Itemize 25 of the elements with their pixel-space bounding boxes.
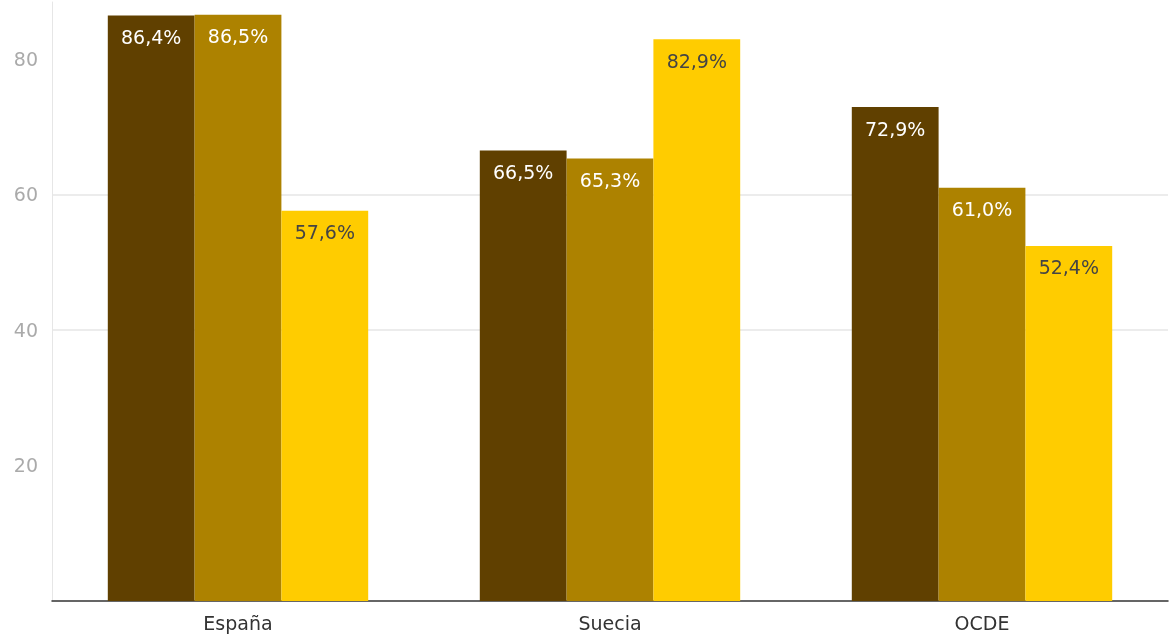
y-tick-label: 20 bbox=[13, 454, 38, 477]
bar bbox=[851, 107, 939, 601]
bar bbox=[938, 187, 1026, 601]
data-label: 72,9% bbox=[865, 117, 926, 140]
data-label: 65,3% bbox=[579, 169, 641, 192]
data-label: 86,4% bbox=[121, 26, 182, 49]
x-tick-label: OCDE bbox=[954, 611, 1010, 634]
x-tick-label: España bbox=[203, 611, 273, 634]
bar bbox=[107, 15, 195, 601]
y-tick-label: 80 bbox=[13, 47, 38, 70]
x-tick-label: Suecia bbox=[578, 611, 642, 634]
bar bbox=[1025, 245, 1113, 601]
data-label: 86,5% bbox=[207, 25, 269, 48]
bar bbox=[566, 158, 654, 601]
y-tick-label: 40 bbox=[13, 318, 38, 341]
y-tick-label: 60 bbox=[13, 183, 38, 206]
data-label: 82,9% bbox=[666, 49, 727, 72]
bar bbox=[281, 210, 369, 601]
data-label: 57,6% bbox=[294, 221, 355, 244]
data-label: 52,4% bbox=[1038, 256, 1099, 279]
bar bbox=[194, 14, 282, 601]
bar bbox=[479, 150, 567, 601]
data-label: 66,5% bbox=[493, 160, 554, 183]
data-label: 61,0% bbox=[951, 198, 1013, 221]
bar bbox=[653, 39, 741, 601]
